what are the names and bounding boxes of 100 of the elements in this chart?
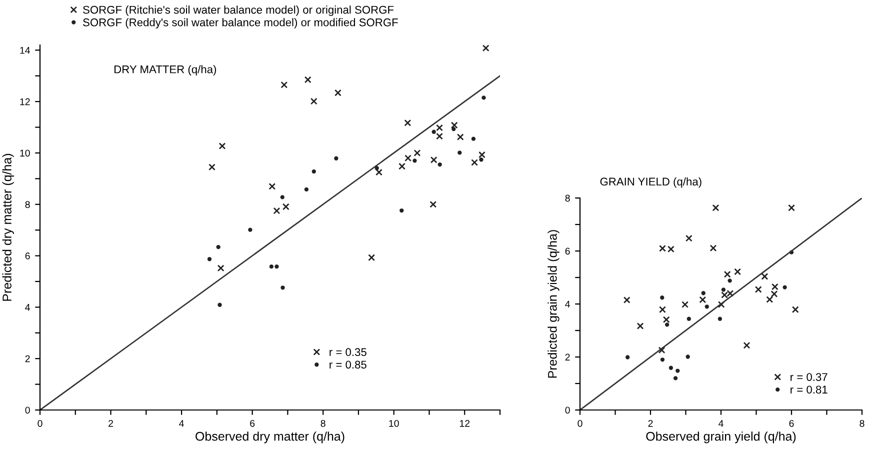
x-axis-title: Observed dry matter (q/ha) [196, 432, 344, 444]
point [273, 207, 280, 214]
point [218, 302, 222, 307]
x-tick-label: 8 [860, 420, 864, 427]
point [724, 270, 731, 278]
text: SORGF (Ritchie's soil water balance model) or original SORGF [83, 6, 394, 16]
point [782, 285, 787, 290]
x-tick-label: 2 [108, 420, 113, 427]
point [436, 132, 443, 140]
point [248, 228, 252, 232]
point [662, 316, 670, 324]
point [664, 322, 670, 327]
point [217, 264, 224, 272]
x-tick-label: 2 [648, 420, 653, 427]
point [458, 150, 462, 155]
point [682, 301, 689, 308]
point [398, 162, 406, 170]
point [282, 203, 290, 210]
x-tick-label: 4 [179, 420, 184, 427]
legend-label: r = 0.85 [330, 360, 366, 369]
point [734, 268, 742, 276]
point [280, 286, 285, 290]
point [754, 286, 762, 293]
point [471, 158, 478, 166]
point [218, 142, 226, 150]
x-tick-label: 12 [460, 420, 470, 427]
point [269, 264, 274, 269]
x-tick-label: 4 [718, 420, 724, 427]
point [280, 195, 284, 200]
x-tick-label: 6 [789, 420, 794, 427]
point [471, 136, 476, 141]
point [312, 169, 316, 174]
legend-label: r = 0.81 [790, 386, 828, 394]
y-tick-label: 2 [25, 355, 30, 362]
y-tick-label: 10 [20, 150, 30, 157]
y-tick-label: 14 [20, 46, 30, 54]
point [686, 354, 690, 359]
point [268, 182, 276, 190]
point [771, 283, 778, 290]
point [660, 358, 665, 362]
point [623, 296, 630, 304]
x-tick-label: 0 [38, 420, 42, 427]
y-tick-label: 4 [25, 304, 30, 311]
point [482, 45, 490, 52]
point [788, 204, 795, 212]
point [770, 290, 778, 298]
point [699, 296, 706, 304]
point [414, 149, 421, 156]
y-tick-label: 6 [565, 248, 570, 255]
point [685, 234, 692, 242]
point [412, 158, 417, 163]
y-tick-label: 2 [565, 354, 570, 361]
point [280, 81, 288, 88]
point [676, 368, 680, 373]
x-tick-label: 10 [389, 420, 399, 427]
y-tick-label: 0 [565, 406, 570, 414]
legend-label: r = 0.35 [330, 348, 366, 356]
point [216, 244, 220, 250]
point [478, 151, 486, 158]
point [432, 130, 436, 134]
y-tick-label: 4 [565, 300, 570, 308]
point [430, 156, 438, 164]
point [718, 316, 722, 321]
point [310, 98, 318, 105]
point [636, 322, 644, 330]
point [626, 355, 630, 360]
point [710, 244, 717, 252]
y-tick-label: 8 [25, 201, 30, 208]
x-axis-title: Observed grain yield (q/ha) [646, 432, 796, 444]
point [304, 187, 309, 192]
x-tick-label: 6 [250, 420, 255, 427]
legend-label: r = 0.37 [790, 373, 828, 381]
x-tick-label: 0 [578, 420, 582, 427]
point [728, 278, 732, 283]
point [334, 156, 338, 160]
point [430, 200, 437, 208]
y-tick-label: 6 [25, 252, 30, 260]
point [436, 124, 443, 132]
point [792, 306, 799, 314]
point [208, 164, 216, 171]
text: DRY MATTER (q/ha) [114, 65, 216, 76]
point [660, 296, 664, 300]
point [274, 264, 279, 269]
chart-title: GRAIN YIELD (q/ha) [600, 177, 702, 188]
point [673, 376, 678, 380]
x-tick-label: 8 [320, 420, 326, 427]
point [766, 296, 774, 303]
point [456, 134, 464, 140]
point [374, 166, 379, 170]
point [718, 301, 725, 308]
point [404, 119, 412, 126]
point [376, 168, 382, 176]
point [368, 254, 376, 262]
y-tick-label: 0 [25, 406, 30, 414]
point [482, 96, 486, 100]
y-axis-title: Predicted grain yield (q/ha) [548, 230, 560, 378]
point [686, 316, 692, 321]
point [761, 272, 768, 280]
point [438, 162, 442, 167]
y-tick-label: 12 [20, 98, 30, 106]
